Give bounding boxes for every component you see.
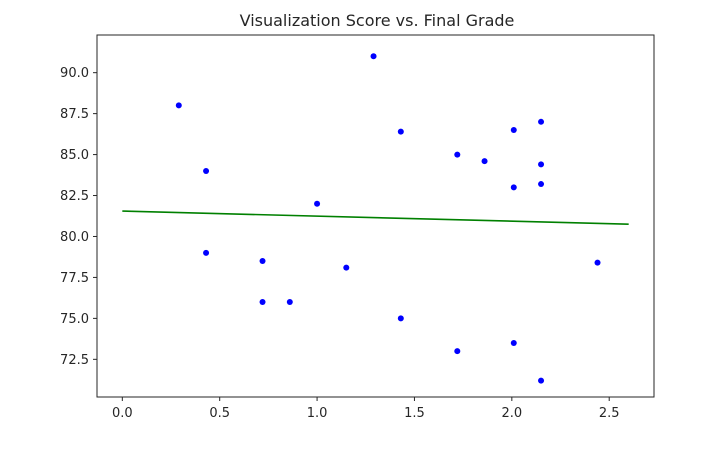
x-tick-label: 1.0 bbox=[307, 406, 328, 421]
scatter-point bbox=[538, 118, 545, 125]
scatter-point bbox=[259, 299, 266, 305]
x-tick-label: 0.5 bbox=[209, 406, 230, 421]
scatter-point bbox=[286, 299, 293, 305]
x-tick-label: 0.0 bbox=[112, 406, 133, 421]
y-tick-label: 85.0 bbox=[60, 148, 89, 163]
scatter-point bbox=[397, 128, 404, 135]
x-tick-label: 1.5 bbox=[404, 406, 425, 421]
scatter-point bbox=[510, 339, 517, 346]
scatter-point bbox=[538, 377, 545, 384]
plot-frame bbox=[96, 34, 655, 398]
scatter-point bbox=[538, 161, 545, 168]
y-tick-label: 82.5 bbox=[60, 189, 89, 204]
axes: 0.0 0.5 1.0 1.5 2.0 2.5 72.5 75.0 77.5 80.0 82.5 85… bbox=[60, 66, 620, 421]
scatter-point bbox=[370, 53, 377, 60]
y-tick-label: 80.0 bbox=[60, 230, 89, 245]
scatter-point bbox=[510, 184, 517, 191]
scatter-point bbox=[343, 264, 350, 271]
scatter-point bbox=[594, 259, 601, 266]
scatter-point bbox=[175, 102, 182, 109]
chart-title: Visualization Score vs. Final Grade bbox=[240, 11, 515, 30]
y-tick-label: 77.5 bbox=[60, 271, 89, 286]
scatter-point bbox=[538, 181, 545, 188]
trend-line bbox=[122, 210, 629, 225]
scatter-point bbox=[454, 151, 461, 158]
scatter-point bbox=[203, 249, 210, 256]
scatter-point bbox=[454, 348, 461, 355]
y-tick-label: 87.5 bbox=[60, 107, 89, 122]
y-tick-label: 90.0 bbox=[60, 66, 89, 81]
scatter-point bbox=[510, 127, 517, 133]
scatter-point bbox=[259, 258, 266, 265]
scatter-point bbox=[481, 158, 488, 165]
scatter-point bbox=[203, 167, 210, 174]
plot-area bbox=[122, 53, 629, 384]
scatter-point bbox=[397, 315, 404, 322]
y-tick-label: 72.5 bbox=[60, 353, 89, 368]
scatter-point bbox=[314, 200, 321, 207]
y-tick-label: 75.0 bbox=[60, 312, 89, 327]
x-tick-label: 2.0 bbox=[501, 406, 522, 421]
x-tick-label: 2.5 bbox=[599, 406, 620, 421]
